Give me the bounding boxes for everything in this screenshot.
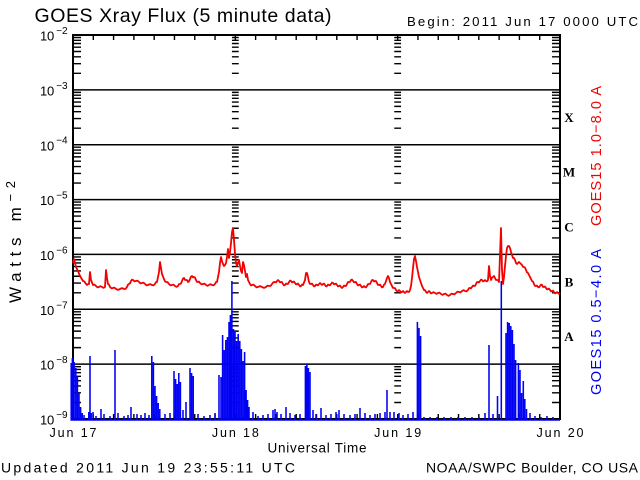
- svg-text:Jun 20: Jun 20: [537, 426, 584, 440]
- svg-text:Jun 18: Jun 18: [212, 426, 259, 440]
- svg-text:Begin: 2011 Jun 17 0000 UTC: Begin: 2011 Jun 17 0000 UTC: [407, 14, 638, 29]
- svg-text:Universal Time: Universal Time: [268, 441, 367, 456]
- svg-text:B: B: [565, 274, 574, 289]
- svg-text:10: 10: [40, 413, 54, 428]
- svg-text:A: A: [564, 329, 574, 344]
- svg-text:Jun 17: Jun 17: [50, 426, 97, 440]
- svg-text:Jun 19: Jun 19: [374, 426, 421, 440]
- svg-text:10: 10: [40, 248, 54, 263]
- svg-text:−8: −8: [56, 355, 68, 366]
- svg-text:M: M: [563, 165, 575, 180]
- svg-text:10: 10: [40, 303, 54, 318]
- svg-text:−7: −7: [56, 300, 68, 311]
- svg-text:10: 10: [40, 29, 54, 44]
- svg-text:−4: −4: [56, 136, 68, 147]
- svg-text:−6: −6: [56, 245, 68, 256]
- svg-text:NOAA/SWPC Boulder, CO USA: NOAA/SWPC Boulder, CO USA: [426, 460, 639, 476]
- svg-text:10: 10: [40, 193, 54, 208]
- svg-text:Updated 2011 Jun 19 23:55:11 U: Updated 2011 Jun 19 23:55:11 UTC: [1, 460, 295, 476]
- svg-text:−5: −5: [56, 191, 68, 202]
- svg-text:−3: −3: [56, 81, 68, 92]
- svg-text:GOES15 1.0−8.0 A: GOES15 1.0−8.0 A: [589, 86, 605, 226]
- svg-text:GOES15 0.5−4.0 A: GOES15 0.5−4.0 A: [589, 249, 605, 395]
- svg-text:10: 10: [40, 83, 54, 98]
- svg-text:C: C: [564, 220, 573, 235]
- svg-text:X: X: [564, 110, 574, 125]
- svg-text:10: 10: [40, 138, 54, 153]
- svg-text:−2: −2: [56, 26, 68, 37]
- svg-text:10: 10: [40, 358, 54, 373]
- svg-text:GOES Xray Flux (5 minute data): GOES Xray Flux (5 minute data): [35, 5, 332, 27]
- svg-text:−9: −9: [56, 410, 68, 421]
